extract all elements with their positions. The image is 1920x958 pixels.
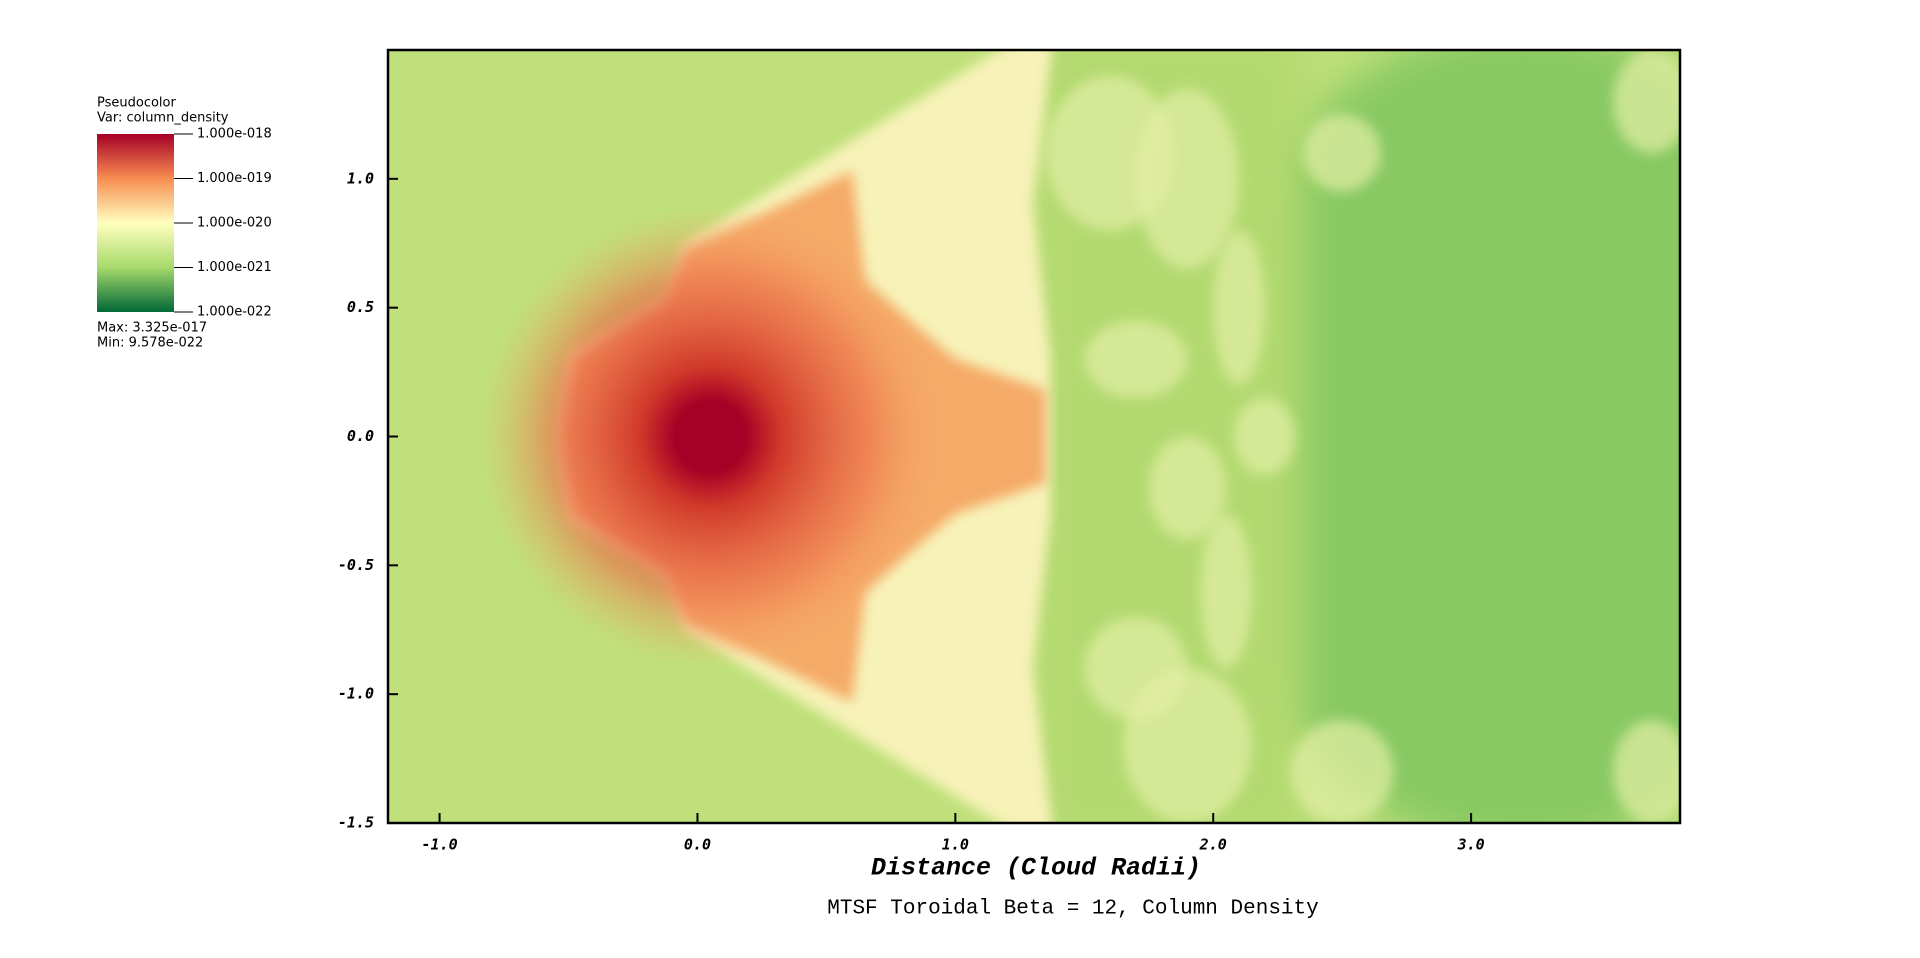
x-tick-label: -1.0 bbox=[422, 836, 458, 854]
legend-min: Min: 9.578e-022 bbox=[97, 336, 203, 351]
colorbar-label: 1.000e-020 bbox=[197, 216, 272, 231]
filament bbox=[1135, 88, 1240, 270]
x-axis-label: Distance (Cloud Radii) bbox=[871, 854, 1201, 883]
y-tick-label: -0.5 bbox=[338, 556, 374, 574]
y-tick-label: -1.5 bbox=[338, 814, 374, 832]
y-tick-label: 0.0 bbox=[347, 427, 374, 445]
filament bbox=[1612, 50, 1680, 154]
x-tick-label: 1.0 bbox=[942, 836, 969, 854]
filament bbox=[1122, 668, 1252, 823]
x-tick-label: 0.0 bbox=[684, 836, 711, 854]
colorbar-label: 1.000e-021 bbox=[197, 260, 272, 275]
colorbar-label: 1.000e-022 bbox=[197, 305, 272, 320]
legend-max: Max: 3.325e-017 bbox=[97, 321, 207, 336]
x-tick-label: 2.0 bbox=[1199, 836, 1227, 854]
cloud-core bbox=[478, 204, 943, 669]
filament bbox=[1213, 230, 1265, 385]
density-field bbox=[388, 50, 1680, 823]
filament bbox=[1303, 114, 1381, 192]
chart-title: MTSF Toroidal Beta = 12, Column Density bbox=[827, 898, 1318, 921]
legend-var: Var: column_density bbox=[97, 111, 229, 126]
colorbar-label: 1.000e-018 bbox=[197, 127, 272, 142]
filament bbox=[1148, 436, 1227, 540]
filament bbox=[1290, 719, 1394, 823]
legend-title: Pseudocolor bbox=[97, 96, 176, 111]
x-tick-label: 3.0 bbox=[1457, 836, 1485, 854]
y-tick-label: 0.5 bbox=[347, 298, 374, 316]
filament bbox=[1233, 397, 1296, 476]
y-tick-label: -1.0 bbox=[338, 685, 374, 703]
filament bbox=[1612, 719, 1680, 823]
filament bbox=[1084, 320, 1188, 398]
filament bbox=[1200, 513, 1252, 669]
wake-region bbox=[1187, 50, 1680, 823]
colorbar-label: 1.000e-019 bbox=[197, 171, 272, 186]
y-tick-label: 1.0 bbox=[347, 169, 374, 187]
colorbar bbox=[97, 134, 174, 312]
